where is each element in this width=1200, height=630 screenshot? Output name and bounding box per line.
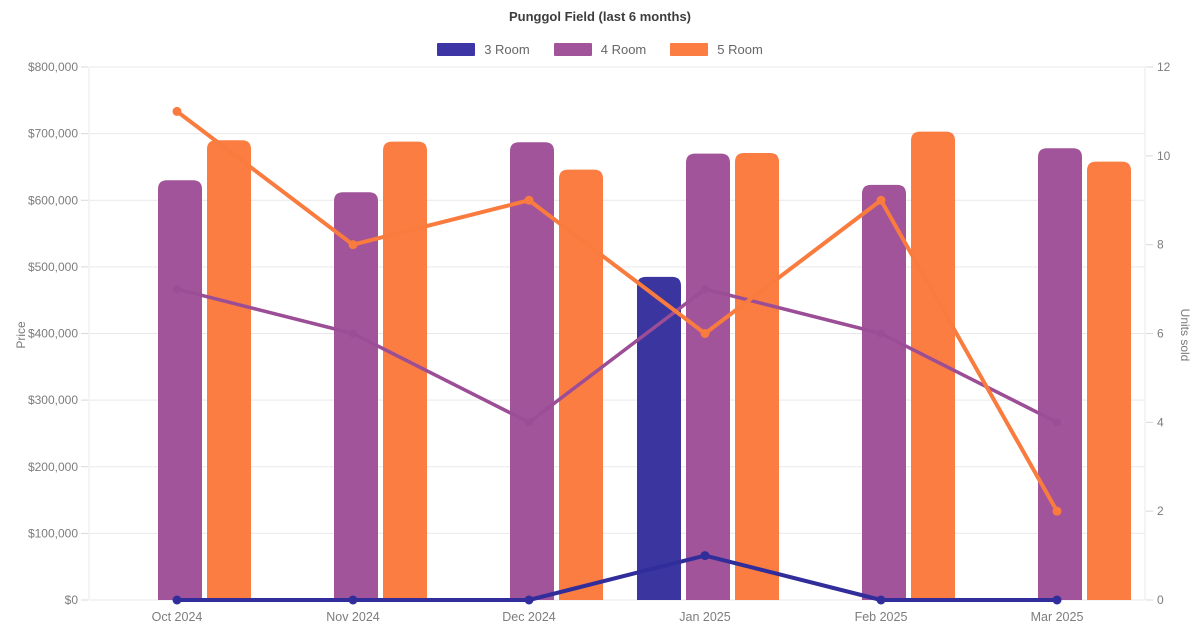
point-5-room bbox=[524, 195, 534, 205]
legend-item-3-room: 3 Room bbox=[437, 42, 530, 57]
x-tick-label: Mar 2025 bbox=[1031, 610, 1084, 624]
bar-4-room bbox=[158, 180, 202, 600]
chart-legend: 3 Room 4 Room 5 Room bbox=[0, 42, 1200, 57]
y-left-tick-label: $0 bbox=[65, 593, 79, 607]
y-left-tick-label: $100,000 bbox=[28, 526, 78, 540]
y-right-tick-label: 0 bbox=[1157, 593, 1164, 607]
point-4-room bbox=[173, 285, 181, 294]
bar-5-room bbox=[383, 141, 427, 600]
bar-4-room bbox=[334, 192, 378, 600]
point-4-room bbox=[525, 418, 533, 427]
point-5-room bbox=[348, 240, 358, 250]
point-3-room bbox=[876, 595, 886, 605]
bar-3-room bbox=[637, 276, 681, 600]
legend-item-4-room: 4 Room bbox=[553, 42, 647, 57]
line-5-room bbox=[175, 109, 1059, 514]
legend-item-5-room: 5 Room bbox=[670, 42, 763, 57]
y-right-tick-label: 12 bbox=[1157, 60, 1171, 74]
bar-5-room bbox=[735, 152, 779, 601]
y-left-tick-label: $500,000 bbox=[28, 260, 78, 274]
y-left-tick-label: $800,000 bbox=[28, 60, 78, 74]
bar-5-room bbox=[207, 140, 251, 600]
legend-swatch-4-room bbox=[553, 43, 592, 56]
y-right-tick-label: 4 bbox=[1157, 415, 1164, 429]
bar-5-room bbox=[1087, 161, 1131, 601]
x-tick-label: Oct 2024 bbox=[152, 610, 203, 624]
x-tick-label: Dec 2024 bbox=[502, 610, 556, 624]
bar-4-room bbox=[862, 184, 906, 600]
point-4-room bbox=[877, 329, 885, 338]
x-tick-label: Jan 2025 bbox=[679, 610, 730, 624]
y-left-tick-label: $300,000 bbox=[28, 393, 78, 407]
point-5-room bbox=[172, 106, 182, 116]
y-left-tick-label: $600,000 bbox=[28, 193, 78, 207]
bar-4-room bbox=[1038, 148, 1082, 600]
x-tick-label: Nov 2024 bbox=[326, 610, 380, 624]
point-3-room bbox=[172, 595, 182, 605]
y-right-axis-title: Units sold bbox=[1178, 308, 1192, 362]
legend-swatch-5-room bbox=[670, 43, 709, 56]
bar-4-room bbox=[686, 153, 730, 601]
point-5-room bbox=[700, 329, 710, 338]
y-left-tick-label: $200,000 bbox=[28, 460, 78, 474]
y-left-tick-label: $700,000 bbox=[28, 127, 78, 141]
y-right-tick-label: 10 bbox=[1157, 149, 1171, 163]
y-right-tick-label: 8 bbox=[1157, 238, 1164, 252]
y-left-tick-label: $400,000 bbox=[28, 327, 78, 341]
point-4-room bbox=[1053, 418, 1061, 427]
point-4-room bbox=[701, 285, 709, 294]
legend-label-3-room: 3 Room bbox=[484, 42, 530, 57]
line-4-room bbox=[175, 287, 1059, 425]
y-left-axis-title: Price bbox=[14, 321, 28, 349]
point-3-room bbox=[524, 595, 534, 605]
legend-swatch-3-room bbox=[437, 43, 476, 56]
y-right-tick-label: 6 bbox=[1157, 327, 1164, 341]
point-5-room bbox=[876, 195, 886, 205]
point-5-room bbox=[1052, 506, 1062, 516]
bar-4-room bbox=[510, 142, 554, 600]
point-4-room bbox=[349, 329, 357, 338]
y-right-tick-label: 2 bbox=[1157, 504, 1164, 518]
point-3-room bbox=[1052, 595, 1062, 605]
point-3-room bbox=[348, 595, 358, 605]
bar-5-room bbox=[911, 131, 955, 600]
line-3-room bbox=[175, 553, 1059, 602]
legend-label-4-room: 4 Room bbox=[600, 42, 647, 57]
legend-label-5-room: 5 Room bbox=[717, 42, 763, 57]
point-3-room bbox=[700, 551, 710, 561]
x-tick-label: Feb 2025 bbox=[855, 610, 908, 624]
chart-title: Punggol Field (last 6 months) bbox=[509, 9, 691, 24]
